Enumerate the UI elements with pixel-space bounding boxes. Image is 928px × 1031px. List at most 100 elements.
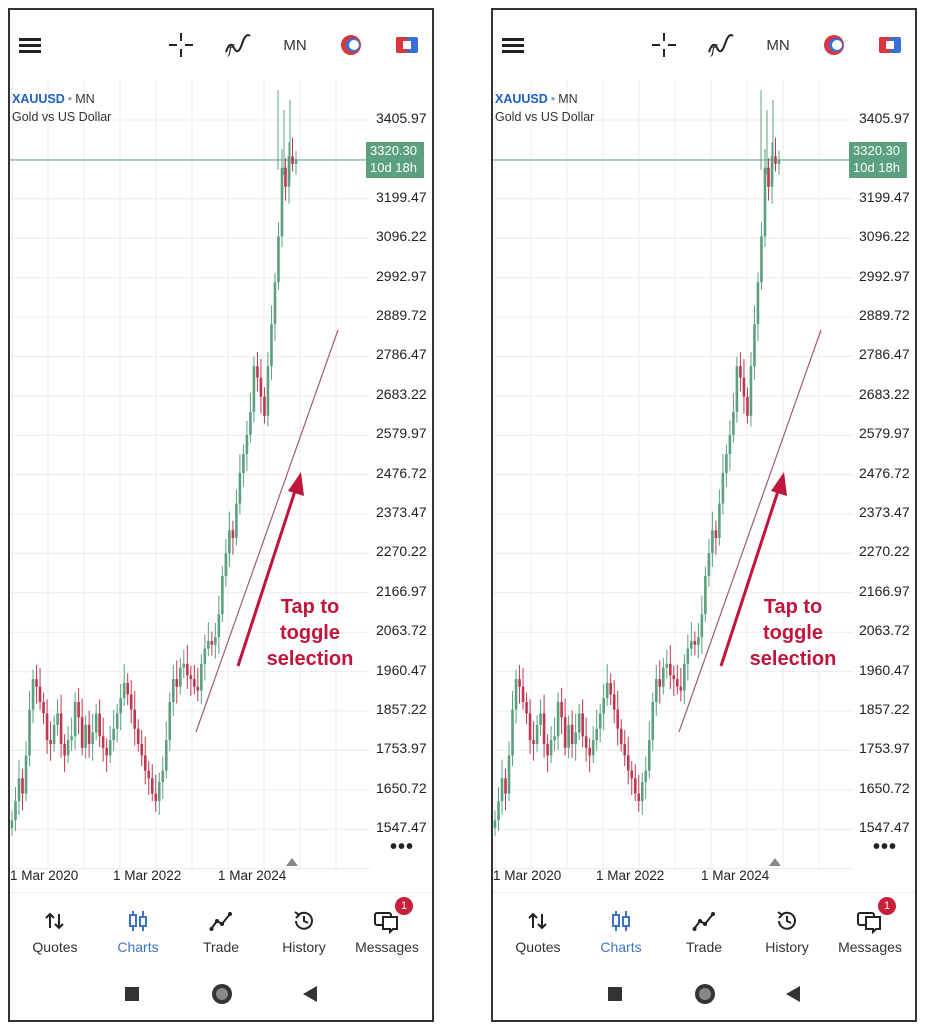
price-level-label: 1857.22 <box>376 701 427 717</box>
candle-body <box>129 694 133 710</box>
price-chart[interactable] <box>493 80 853 870</box>
home-button[interactable] <box>210 982 234 1006</box>
indicators-icon[interactable]: f <box>224 32 252 58</box>
candle-body <box>108 740 112 756</box>
scroll-marker-icon[interactable] <box>286 858 298 866</box>
candle-body <box>647 740 651 771</box>
candle-body <box>616 709 620 729</box>
candle-body <box>150 778 154 794</box>
tab-label: Trade <box>202 939 240 955</box>
tab-charts[interactable]: Charts <box>98 893 178 963</box>
tab-messages[interactable]: 1 Messages <box>347 893 427 963</box>
tab-label: Messages <box>838 939 902 955</box>
recent-apps-button[interactable] <box>603 982 627 1006</box>
recent-apps-button[interactable] <box>120 982 144 1006</box>
candle-body <box>514 679 518 710</box>
menu-icon[interactable] <box>501 32 525 58</box>
date-label: 1 Mar 2022 <box>596 868 665 883</box>
crosshair-icon[interactable] <box>651 32 677 58</box>
candle-body <box>539 713 542 725</box>
candle-body <box>732 411 735 435</box>
candle-body <box>10 820 14 828</box>
messages-badge: 1 <box>878 897 896 915</box>
price-level-label: 3405.97 <box>859 110 910 126</box>
charts-icon <box>98 907 178 935</box>
tab-trade[interactable]: Trade <box>181 893 261 963</box>
candle-body <box>672 675 676 680</box>
candle-body <box>700 614 704 638</box>
color-scheme-icon[interactable] <box>821 32 847 58</box>
candle-body <box>528 713 532 741</box>
back-button[interactable] <box>298 982 322 1006</box>
price-chart[interactable] <box>10 80 370 870</box>
annotation-line: Tap to <box>763 596 823 618</box>
menu-icon[interactable] <box>18 32 42 58</box>
back-button[interactable] <box>781 982 805 1006</box>
candle-body <box>742 377 746 397</box>
tab-quotes[interactable]: Quotes <box>498 893 578 963</box>
color-scheme-icon[interactable] <box>338 32 364 58</box>
chart-symbol: XAUUSD • MN <box>12 92 95 106</box>
timeframe-button[interactable]: MN <box>766 36 790 54</box>
candle-body <box>63 743 66 756</box>
candle-body <box>231 530 235 538</box>
price-level-label: 3199.47 <box>859 188 910 205</box>
current-price-box: 3320.30 10d 18h <box>366 142 424 178</box>
tab-quotes[interactable]: Quotes <box>15 893 95 963</box>
timeframe-button[interactable]: MN <box>283 36 307 54</box>
trade-panel-icon[interactable] <box>394 32 420 58</box>
annotation-line: selection <box>266 648 354 670</box>
tab-label: Charts <box>600 939 642 955</box>
tab-trade[interactable]: Trade <box>664 893 744 963</box>
candle-body <box>746 396 749 416</box>
date-label: 1 Mar 2022 <box>113 868 182 883</box>
home-button[interactable] <box>693 982 717 1006</box>
candle-body <box>500 778 504 802</box>
indicators-icon[interactable]: f <box>707 32 735 58</box>
candle-body <box>31 679 35 710</box>
candle-body <box>217 614 221 638</box>
tab-label: Quotes <box>32 939 78 955</box>
current-price-value: 3320.30 <box>853 143 900 158</box>
candle-body <box>767 167 770 187</box>
date-label: 1 Mar 2024 <box>701 868 770 883</box>
history-icon <box>747 907 827 935</box>
candle-body <box>133 709 137 729</box>
candle-body <box>542 713 546 744</box>
trade-panel-icon[interactable] <box>877 32 903 58</box>
symbol-description: Gold vs US Dollar <box>12 110 112 124</box>
tab-history[interactable]: History <box>264 893 344 963</box>
scroll-marker-icon[interactable] <box>769 858 781 866</box>
tab-history[interactable]: History <box>747 893 827 963</box>
candle-body <box>270 324 273 367</box>
candle-body <box>80 717 84 748</box>
date-label: 1 Mar 2024 <box>218 868 287 883</box>
annotation-line: toggle <box>280 622 340 644</box>
candle-body <box>122 682 126 699</box>
crosshair-icon[interactable] <box>168 32 194 58</box>
more-options-button[interactable]: ••• <box>390 836 415 858</box>
candle-body <box>56 713 59 725</box>
candle-body <box>73 701 77 737</box>
price-level-label: 1547.47 <box>376 819 427 836</box>
candle-body <box>493 820 497 828</box>
candle-body <box>721 473 725 504</box>
candle-body <box>525 701 528 714</box>
candle-body <box>756 282 760 325</box>
candle-body <box>612 694 616 710</box>
back-triangle-icon <box>303 986 317 1002</box>
candle-body <box>157 782 161 802</box>
candle-body <box>581 713 584 737</box>
candle-body <box>35 679 38 687</box>
price-level-label: 1650.72 <box>859 779 910 796</box>
more-options-button[interactable]: ••• <box>873 836 898 858</box>
tab-messages[interactable]: 1 Messages <box>830 893 910 963</box>
tab-charts[interactable]: Charts <box>581 893 661 963</box>
candle-body <box>263 396 266 416</box>
price-level-label: 2579.97 <box>376 425 427 442</box>
price-level-label: 2166.97 <box>376 582 427 599</box>
candle-body <box>711 530 714 554</box>
annotation-line: toggle <box>763 622 823 644</box>
candle-body <box>182 663 186 668</box>
candle-body <box>291 156 294 164</box>
